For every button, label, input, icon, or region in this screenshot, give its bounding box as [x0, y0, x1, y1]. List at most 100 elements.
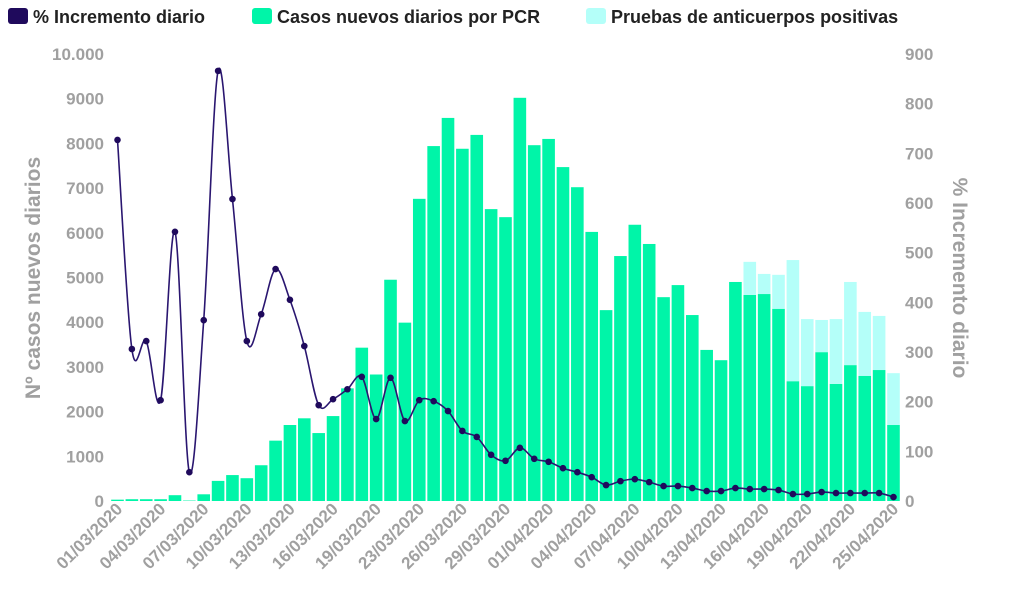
point-increment: [603, 482, 610, 489]
point-increment: [732, 485, 739, 492]
point-increment: [689, 485, 696, 492]
bar-pcr: [844, 365, 857, 501]
point-increment: [746, 486, 753, 493]
bar-pcr: [126, 499, 139, 501]
point-increment: [502, 457, 509, 464]
point-increment: [473, 434, 480, 441]
bar-antibody: [873, 316, 886, 370]
bar-pcr: [657, 297, 670, 501]
bar-antibody: [844, 282, 857, 365]
bar-pcr: [140, 499, 153, 501]
bar-antibody: [743, 262, 756, 295]
point-increment: [876, 490, 883, 497]
bar-pcr: [384, 280, 397, 501]
point-increment: [344, 386, 351, 393]
bar-pcr: [427, 146, 440, 501]
bar-pcr: [269, 441, 282, 501]
y2-tick-label: 0: [905, 492, 914, 511]
point-increment: [545, 458, 552, 465]
bar-pcr: [327, 416, 340, 501]
point-increment: [358, 374, 365, 381]
point-increment: [229, 196, 236, 203]
bar-pcr: [700, 350, 713, 501]
y2-tick-label: 100: [905, 442, 933, 461]
y-axis-title: Nº casos nuevos diarios: [22, 157, 45, 399]
point-increment: [301, 343, 308, 350]
bar-pcr: [212, 481, 225, 501]
point-increment: [761, 486, 768, 493]
point-increment: [675, 483, 682, 490]
point-increment: [660, 483, 667, 490]
y-tick-label: 5000: [66, 269, 104, 288]
bar-pcr: [585, 232, 598, 501]
y2-tick-label: 300: [905, 343, 933, 362]
point-increment: [775, 487, 782, 494]
point-increment: [488, 452, 495, 459]
bar-pcr: [169, 495, 182, 501]
bar-antibody: [815, 320, 828, 352]
bar-pcr: [442, 118, 455, 501]
legend-item-increment[interactable]: % Incremento diario: [8, 7, 205, 27]
point-increment: [402, 418, 409, 425]
bar-antibody: [887, 373, 900, 425]
legend-swatch-antibody: [586, 8, 606, 24]
point-increment: [445, 408, 452, 415]
point-increment: [129, 346, 136, 353]
bar-pcr: [643, 244, 656, 501]
y2-tick-label: 400: [905, 293, 933, 312]
bar-pcr: [542, 139, 555, 501]
point-increment: [114, 137, 121, 144]
point-increment: [804, 491, 811, 498]
bar-pcr: [255, 465, 268, 501]
y-tick-label: 8000: [66, 134, 104, 153]
point-increment: [560, 465, 567, 472]
point-increment: [588, 474, 595, 481]
y2-tick-label: 700: [905, 144, 933, 163]
bar-pcr: [873, 370, 886, 501]
bar-pcr: [370, 374, 383, 501]
point-increment: [890, 494, 897, 501]
bar-antibody: [787, 260, 800, 381]
y2-tick-label: 600: [905, 194, 933, 213]
y-tick-label: 7000: [66, 179, 104, 198]
point-increment: [833, 490, 840, 497]
bar-pcr: [815, 352, 828, 501]
bar-antibody: [772, 275, 785, 309]
point-increment: [416, 397, 423, 404]
bar-pcr: [284, 425, 297, 501]
bar-pcr: [614, 256, 627, 501]
point-increment: [646, 479, 653, 486]
y2-axis-title: % Incremento diario: [948, 178, 971, 379]
point-increment: [215, 68, 222, 75]
y2-tick-label: 900: [905, 45, 933, 64]
bar-pcr: [686, 315, 699, 501]
point-increment: [287, 297, 294, 304]
point-increment: [517, 445, 524, 452]
bar-pcr: [571, 187, 584, 501]
y-tick-label: 4000: [66, 313, 104, 332]
point-increment: [330, 396, 337, 403]
point-increment: [617, 478, 624, 485]
legend-label-increment: % Incremento diario: [33, 7, 205, 27]
point-increment: [387, 375, 394, 382]
point-increment: [200, 317, 207, 324]
y-tick-label: 9000: [66, 90, 104, 109]
legend-swatch-pcr: [252, 8, 272, 24]
y2-tick-label: 800: [905, 95, 933, 114]
y-tick-label: 3000: [66, 358, 104, 377]
point-increment: [790, 491, 797, 498]
bar-pcr: [787, 381, 800, 501]
bar-pcr: [470, 135, 483, 501]
y2-tick-label: 200: [905, 393, 933, 412]
legend-label-antibody: Pruebas de anticuerpos positivas: [611, 7, 898, 27]
legend-item-pcr[interactable]: Casos nuevos diarios por PCR: [252, 7, 540, 27]
legend-item-antibody[interactable]: Pruebas de anticuerpos positivas: [586, 7, 898, 27]
point-increment: [703, 488, 710, 495]
bar-pcr: [729, 282, 742, 501]
point-increment: [373, 416, 380, 423]
legend-swatch-increment: [8, 8, 28, 24]
bar-antibody: [758, 274, 771, 294]
point-increment: [172, 229, 179, 236]
bar-pcr: [830, 384, 843, 501]
